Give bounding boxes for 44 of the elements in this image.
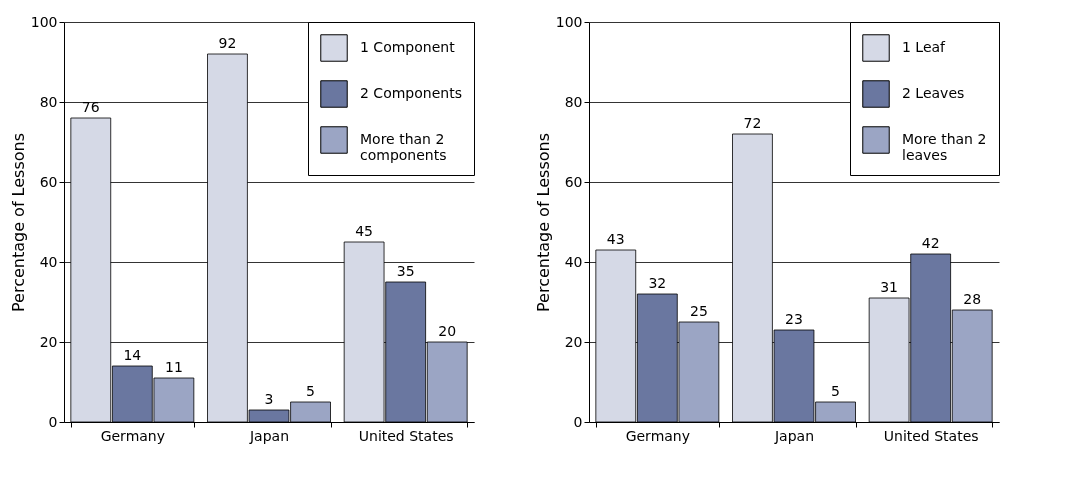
y-tick-label: 80: [564, 93, 583, 110]
y-axis-title: Percentage of Lessons: [8, 132, 28, 313]
data-label: 45: [355, 223, 374, 239]
y-tick-label: 100: [30, 13, 58, 30]
x-tick-label: Germany: [100, 427, 166, 444]
data-label: 76: [81, 99, 100, 115]
data-label: 72: [743, 115, 762, 131]
data-label: 32: [648, 275, 667, 291]
y-axis-title: Percentage of Lessons: [533, 132, 553, 313]
x-tick-label: United States: [883, 427, 979, 444]
y-tick-label: 60: [39, 173, 58, 190]
data-label: 5: [306, 383, 316, 399]
y-tick-label: 20: [39, 333, 58, 350]
y-tick-label: 80: [39, 93, 58, 110]
data-label: 20: [438, 323, 457, 339]
data-label: 11: [164, 359, 183, 375]
data-label: 14: [123, 347, 142, 363]
y-tick-label: 60: [564, 173, 583, 190]
legend-label: 1 Component: [360, 39, 456, 55]
y-tick-label: 100: [555, 13, 583, 30]
data-label: 5: [831, 383, 841, 399]
data-label: 25: [689, 303, 708, 319]
y-tick-label: 40: [564, 253, 583, 270]
legend-label: 2 Components: [360, 85, 462, 101]
legend-label: More than 2 leaves: [902, 131, 987, 163]
legend-label: 1 Leaf: [902, 39, 947, 55]
data-label: 31: [880, 279, 899, 295]
data-label: 23: [785, 311, 803, 327]
data-label: 3: [264, 391, 274, 407]
y-tick-label: 20: [564, 333, 583, 350]
x-tick-label: Japan: [773, 427, 815, 444]
data-label: 42: [921, 235, 940, 251]
y-tick-label: 0: [573, 413, 583, 430]
x-tick-label: Japan: [248, 427, 290, 444]
x-tick-label: Germany: [625, 427, 691, 444]
y-tick-label: 0: [48, 413, 58, 430]
data-label: 92: [218, 35, 237, 51]
data-label: 35: [396, 263, 415, 279]
data-label: 43: [606, 231, 625, 247]
data-label: 28: [963, 291, 982, 307]
y-tick-label: 40: [39, 253, 58, 270]
x-tick-label: United States: [358, 427, 454, 444]
legend-label: 2 Leaves: [902, 85, 965, 101]
legend-label: More than 2 components: [360, 131, 447, 163]
